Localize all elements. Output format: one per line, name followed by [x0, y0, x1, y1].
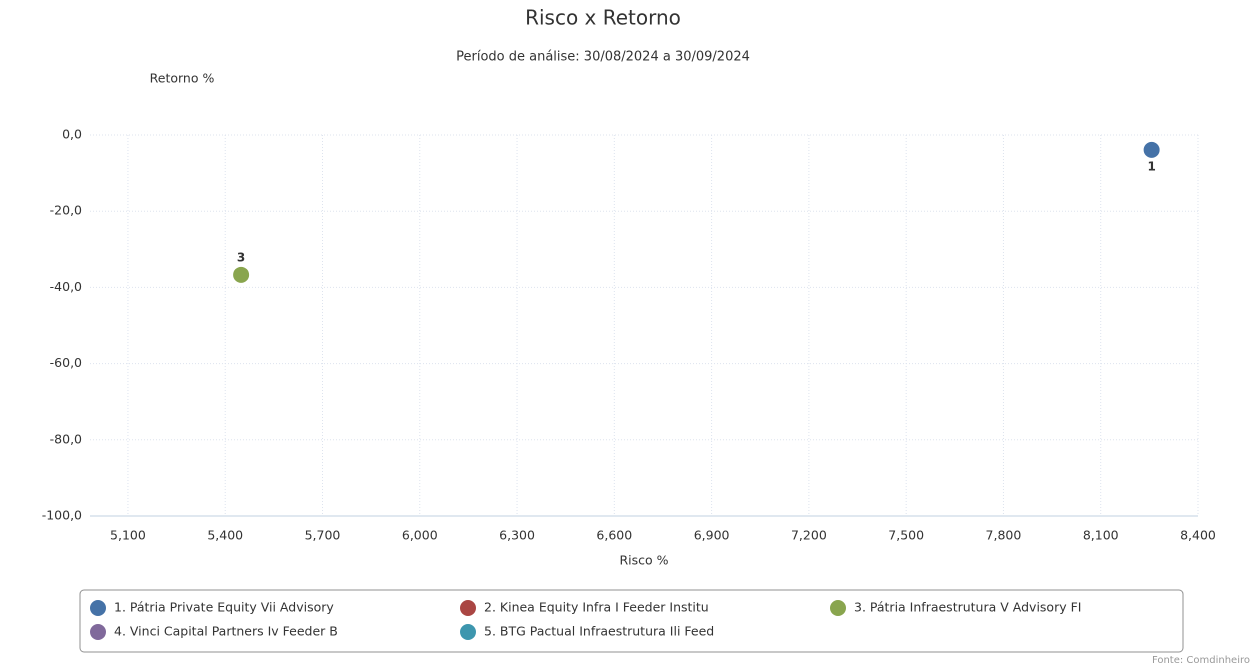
x-tick-label: 6,600 — [596, 528, 632, 543]
x-tick-label: 8,400 — [1180, 528, 1216, 543]
x-tick-label: 6,900 — [694, 528, 730, 543]
x-tick-label: 5,100 — [110, 528, 146, 543]
legend-marker — [460, 624, 476, 640]
legend-label: 1. Pátria Private Equity Vii Advisory — [114, 600, 334, 615]
chart-subtitle: Período de análise: 30/08/2024 a 30/09/2… — [456, 50, 750, 65]
legend-marker — [90, 600, 106, 616]
legend-marker — [460, 600, 476, 616]
x-tick-label: 6,300 — [499, 528, 535, 543]
point — [233, 266, 250, 283]
legend-label: 2. Kinea Equity Infra I Feeder Institu — [484, 600, 709, 615]
legend-marker — [830, 600, 846, 616]
chart-title: Risco x Retorno — [525, 6, 681, 30]
point-label: 1 — [1147, 159, 1155, 173]
y-axis-label: Retorno % — [150, 71, 215, 86]
x-tick-label: 7,500 — [888, 528, 924, 543]
legend-label: 3. Pátria Infraestrutura V Advisory FI — [854, 600, 1081, 615]
x-tick-label: 7,200 — [791, 528, 827, 543]
credit: Fonte: Comdinheiro — [1152, 655, 1250, 665]
point-label: 3 — [237, 250, 245, 264]
x-tick-label: 5,700 — [305, 528, 341, 543]
x-tick-label: 5,400 — [207, 528, 243, 543]
y-tick-label: -20,0 — [50, 203, 82, 218]
y-tick-label: -100,0 — [42, 508, 82, 523]
legend-marker — [90, 624, 106, 640]
y-tick-label: 0,0 — [62, 127, 82, 142]
legend-label: 4. Vinci Capital Partners Iv Feeder B — [114, 624, 338, 639]
x-tick-label: 6,000 — [402, 528, 438, 543]
y-tick-label: -40,0 — [50, 279, 82, 294]
y-tick-label: -80,0 — [50, 431, 82, 446]
x-tick-label: 8,100 — [1083, 528, 1119, 543]
legend-label: 5. BTG Pactual Infraestrutura Ili Feed — [484, 624, 714, 639]
legend-box — [79, 589, 1184, 653]
x-tick-label: 7,800 — [986, 528, 1022, 543]
point — [1143, 141, 1160, 158]
y-tick-label: -60,0 — [50, 355, 82, 370]
x-axis-label: Risco % — [619, 553, 668, 568]
